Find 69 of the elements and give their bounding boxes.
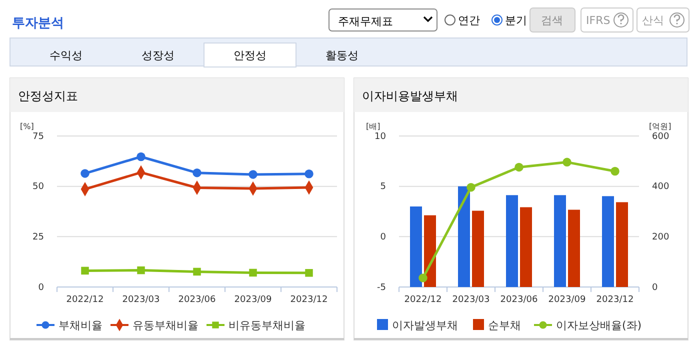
- legend-label: 순부채: [488, 319, 521, 332]
- point: [193, 268, 201, 276]
- y2-axis-title: [억원]: [649, 122, 672, 131]
- x-tick-label: 2023/03: [452, 295, 490, 305]
- point: [466, 182, 476, 192]
- text: 분기: [505, 14, 527, 27]
- point: [249, 268, 257, 277]
- legend-label: 유동부채비율: [132, 319, 198, 332]
- y-axis-title: [%]: [20, 122, 34, 131]
- legend-label: 부채비율: [58, 319, 102, 332]
- y2-tick-label: 0: [652, 282, 658, 293]
- y2-tick-label: 200: [652, 232, 670, 243]
- bar: [602, 196, 614, 287]
- point: [304, 169, 314, 178]
- bar: [568, 210, 580, 287]
- chart-title: 이자비용발생부채: [362, 89, 458, 103]
- x-tick-label: 2023/09: [548, 295, 586, 305]
- bar: [424, 215, 436, 287]
- y-tick-label: 50: [32, 182, 44, 192]
- point: [418, 274, 428, 282]
- bar: [520, 207, 532, 287]
- y-tick-label: 10: [374, 132, 386, 142]
- chart-title: 안정성지표: [18, 89, 78, 103]
- bar: [458, 186, 470, 287]
- text: 수익성: [50, 49, 82, 62]
- text: 안정성: [234, 49, 266, 62]
- text: 연간: [458, 14, 480, 27]
- point: [562, 158, 572, 167]
- y2-tick-label: 400: [652, 182, 670, 192]
- y-tick-label: 0: [38, 282, 44, 293]
- point: [514, 162, 524, 172]
- bar: [506, 195, 518, 287]
- bar: [554, 195, 566, 287]
- legend-label: 이자보상배율(좌): [556, 319, 642, 332]
- x-tick-label: 2023/12: [596, 295, 634, 305]
- point: [305, 269, 313, 277]
- point: [136, 152, 146, 162]
- text: IFRS: [586, 14, 610, 27]
- x-tick-label: 2023/06: [178, 295, 216, 305]
- y-tick-label: -5: [377, 282, 386, 293]
- y-tick-label: 0: [380, 232, 386, 243]
- text: 산식: [642, 14, 664, 27]
- bar: [472, 210, 484, 287]
- point: [137, 266, 145, 274]
- bar: [616, 202, 628, 287]
- y2-tick-label: 600: [652, 132, 670, 142]
- bar: [410, 206, 422, 287]
- text: 검색: [541, 14, 563, 27]
- legend-label: 이자발생부채: [392, 319, 458, 332]
- y-axis-title: [배]: [366, 122, 380, 131]
- text: 투자분석: [12, 16, 64, 31]
- point: [248, 170, 258, 179]
- x-tick-label: 2023/06: [500, 295, 538, 305]
- point: [192, 168, 202, 178]
- point: [81, 266, 89, 275]
- legend-label: 비유동부채비율: [228, 319, 306, 332]
- x-tick-label: 2022/12: [66, 295, 104, 305]
- text: 성장성: [142, 49, 174, 62]
- text: 주재무제표: [338, 15, 393, 28]
- x-tick-label: 2023/03: [122, 295, 160, 305]
- point: [610, 166, 620, 176]
- point: [80, 169, 90, 178]
- y-tick-label: 75: [32, 132, 44, 142]
- y-tick-label: 5: [380, 182, 386, 192]
- text: 활동성: [326, 49, 358, 62]
- y-tick-label: 25: [32, 232, 44, 243]
- x-tick-label: 2023/12: [290, 295, 328, 305]
- x-tick-label: 2023/09: [234, 295, 272, 305]
- x-tick-label: 2022/12: [404, 295, 442, 305]
